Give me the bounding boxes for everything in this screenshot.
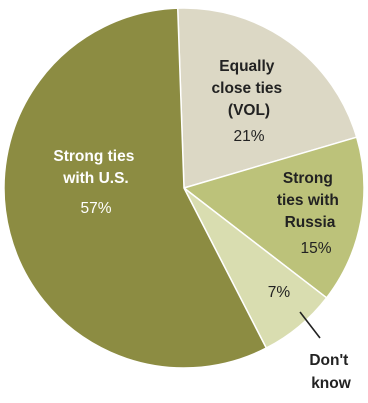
slice-label-russia-line: ties with bbox=[277, 192, 339, 209]
pie-slice-strong-ties-with-russia bbox=[182, 136, 365, 299]
slice-label-dont-know: Don't know bbox=[309, 352, 352, 392]
pie-slice-equally-close-ties-vol bbox=[176, 7, 358, 189]
slice-label-russia-line: Russia bbox=[285, 214, 336, 231]
pie-slice-strong-ties-with-u-s bbox=[3, 7, 268, 369]
slice-value-dont-know: 7% bbox=[268, 284, 291, 301]
slice-label-equal-line: Equally bbox=[219, 58, 275, 75]
slice-label-dont-know-line: Don't bbox=[309, 352, 348, 369]
slice-label-equal-line: (VOL) bbox=[228, 102, 270, 119]
slice-value-russia: 15% bbox=[300, 240, 331, 257]
slice-label-us-line: with U.S. bbox=[62, 170, 128, 187]
slice-label-equal: Equally close ties (VOL) bbox=[212, 58, 287, 119]
slice-value-us: 57% bbox=[80, 200, 111, 217]
slice-label-us: Strong ties with U.S. bbox=[53, 148, 138, 187]
dont-know-leader-line bbox=[299, 311, 321, 339]
slice-label-russia-line: Strong bbox=[283, 170, 333, 187]
slice-label-russia: Strong ties with Russia bbox=[277, 170, 343, 231]
slice-label-equal-line: close ties bbox=[212, 80, 283, 97]
slice-value-equal: 21% bbox=[233, 128, 264, 145]
slice-label-dont-know-line: know bbox=[311, 375, 352, 392]
slice-label-us-line: Strong ties bbox=[53, 148, 134, 165]
pie-slices bbox=[3, 7, 365, 369]
